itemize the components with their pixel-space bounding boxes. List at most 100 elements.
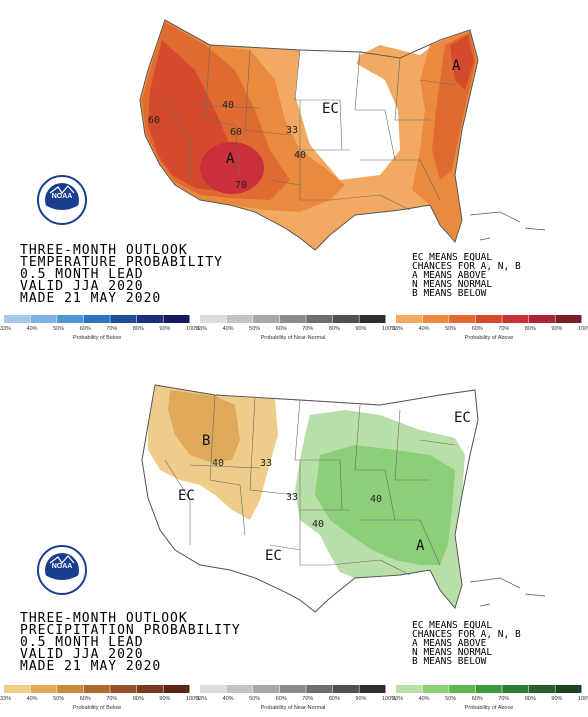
info-line: MADE 21 MAY 2020 (20, 659, 161, 674)
legend-tick-label: 33% (196, 696, 207, 702)
state-borders (164, 394, 456, 576)
legend-tick-label: 60% (276, 696, 287, 702)
temperature-map: 60 40 60 33 40 70 EC A A NOAA THREE-MONT… (0, 19, 588, 341)
legend-swatch (306, 315, 333, 323)
legend-title: Probability of Above (465, 335, 514, 341)
legend-tick-label: 40% (27, 696, 38, 702)
info-line: THREE-MONTH OUTLOOK (20, 243, 188, 258)
legend-swatch (57, 315, 84, 323)
ec-note-line: CHANCES FOR A, N, B (412, 261, 521, 272)
legend-tick-label: 80% (525, 696, 536, 702)
precipitation-info-text: THREE-MONTH OUTLOOK PRECIPITATION PROBAB… (20, 611, 241, 674)
legend-tick-label: 80% (525, 326, 536, 332)
legend-title: Probability of Below (73, 335, 121, 341)
legend-swatch (359, 315, 386, 323)
ec-note-line: B MEANS BELOW (412, 656, 487, 667)
ec-label: EC (178, 488, 195, 504)
legend-tick-label: 70% (302, 696, 313, 702)
legend-swatch (110, 315, 137, 323)
ec-label: EC (454, 410, 471, 426)
legend-swatch (253, 315, 280, 323)
legend-swatch (83, 685, 110, 693)
ec-label: EC (265, 548, 282, 564)
legend-tick-label: 40% (223, 326, 234, 332)
contour-label: 40 (294, 150, 306, 161)
ec-region (298, 50, 375, 160)
contour-label: 33 (286, 492, 298, 503)
info-line: VALID JJA 2020 (20, 279, 144, 294)
contour-label: 40 (370, 494, 382, 505)
legend-tick-label: 60% (80, 696, 91, 702)
legend-swatch (279, 685, 306, 693)
caribbean-islands (469, 577, 546, 607)
ec-note-line: N MEANS NORMAL (412, 279, 492, 290)
legend-swatch (449, 315, 476, 323)
legend-tick-label: 100% (186, 326, 200, 332)
legend-tick-label: 90% (355, 696, 366, 702)
above-label: A (226, 151, 235, 167)
legend-tick-label: 50% (53, 326, 64, 332)
contour-label: 40 (212, 458, 224, 469)
legend-swatch (502, 685, 529, 693)
legend-swatch (30, 315, 57, 323)
info-line: PRECIPITATION PROBABILITY (20, 623, 241, 638)
legend-tick-label: 33% (392, 696, 403, 702)
legend-swatch (226, 685, 253, 693)
legend-swatch (422, 315, 449, 323)
legend-tick-label: 90% (159, 696, 170, 702)
legend-tick-label: 90% (551, 326, 562, 332)
legend-tick-label: 33% (0, 696, 11, 702)
legend-swatch (136, 685, 163, 693)
ec-note-line: EC MEANS EQUAL (412, 252, 492, 263)
state-borders (164, 44, 456, 211)
legend-tick-label: 100% (382, 696, 396, 702)
legend-tick-label: 60% (276, 326, 287, 332)
legend-tick-label: 100% (382, 326, 396, 332)
precipitation-outlook-panel: 40 33 33 40 40 EC EC EC B A NOAA THREE-M… (0, 360, 588, 717)
legend-swatch (528, 685, 555, 693)
legend-swatch (136, 315, 163, 323)
above-label: A (416, 538, 425, 554)
legend-swatch (279, 315, 306, 323)
legend-tick-label: 33% (196, 326, 207, 332)
legend-title: Probability of Near-Normal (261, 335, 326, 341)
legend-swatch (332, 685, 359, 693)
noaa-logo-text: NOAA (52, 193, 73, 200)
legend-tick-label: 50% (249, 326, 260, 332)
legend-title: Probability of Above (465, 705, 514, 711)
legend-tick-label: 90% (355, 326, 366, 332)
legend-tick-label: 33% (392, 326, 403, 332)
legend-swatch (359, 685, 386, 693)
temperature-outlook-panel: 60 40 60 33 40 70 EC A A NOAA THREE-MONT… (0, 0, 588, 350)
legend-swatch (4, 685, 31, 693)
legend-swatch (83, 315, 110, 323)
legend-swatch (163, 315, 190, 323)
legend-swatch (449, 685, 476, 693)
ec-note-line: A MEANS ABOVE (412, 270, 487, 281)
ec-note-line: B MEANS BELOW (412, 288, 487, 299)
legend-swatch (226, 315, 253, 323)
precipitation-legends: 33% 40% 50% 60% 70% 80% 90% 100% Probability of … (0, 685, 588, 711)
noaa-logo: NOAA (37, 175, 87, 225)
legend-tick-label: 50% (53, 696, 64, 702)
legend-tick-label: 80% (133, 696, 144, 702)
legend-tick-label: 90% (551, 696, 562, 702)
legend-tick-label: 100% (578, 326, 588, 332)
info-line: 0.5 MONTH LEAD (20, 267, 144, 282)
ec-label: EC (322, 101, 339, 117)
legend-tick-label: 100% (186, 696, 200, 702)
legend-swatch (110, 685, 137, 693)
legend-tick-label: 50% (445, 696, 456, 702)
above-band-60-ne (450, 35, 474, 90)
legend-tick-label: 70% (106, 326, 117, 332)
ec-note-line: A MEANS ABOVE (412, 638, 487, 649)
legend-title: Probability of Below (73, 705, 121, 711)
info-line: THREE-MONTH OUTLOOK (20, 611, 188, 626)
noaa-logo-text: NOAA (52, 563, 73, 570)
precipitation-ec-note: EC MEANS EQUAL CHANCES FOR A, N, B A MEA… (412, 620, 521, 667)
caribbean-islands (469, 211, 546, 241)
above-band-70 (200, 142, 264, 194)
legend-tick-label: 33% (0, 326, 11, 332)
legend-swatch (253, 685, 280, 693)
legend-tick-label: 80% (133, 326, 144, 332)
